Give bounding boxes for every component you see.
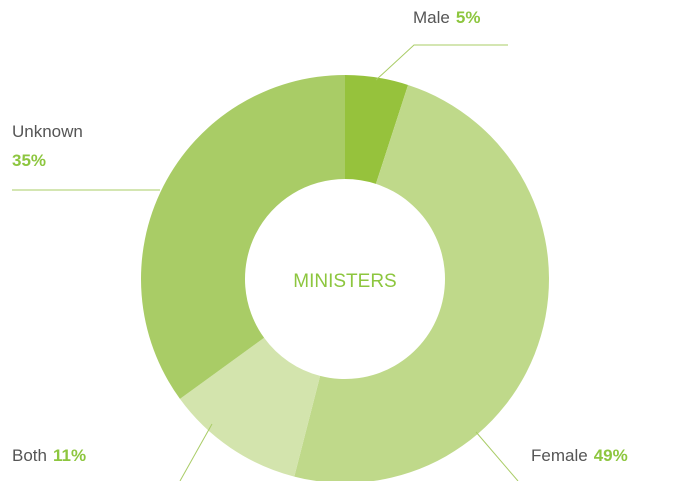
slice [141, 75, 345, 399]
value-label: 49% [594, 446, 628, 465]
slice-label: Unknown 35% [12, 122, 83, 170]
slice [345, 75, 409, 184]
leader-line [375, 44, 508, 81]
category-label: Male [413, 8, 450, 27]
value-label: 5% [456, 8, 481, 27]
slice-label: Female 49% [531, 446, 628, 465]
slice [294, 84, 549, 481]
chart-title: MINISTERS [293, 271, 396, 292]
slice-label: Both 11% [12, 446, 86, 465]
category-label: Unknown [12, 122, 83, 141]
leader-line [475, 431, 519, 481]
category-label: Both [12, 446, 47, 465]
slice-label: Male 5% [413, 8, 480, 27]
category-label: Female [531, 446, 588, 465]
value-label: 35% [12, 151, 46, 170]
value-label: 11% [53, 446, 86, 465]
leader-line [179, 423, 213, 481]
slice [179, 337, 321, 477]
